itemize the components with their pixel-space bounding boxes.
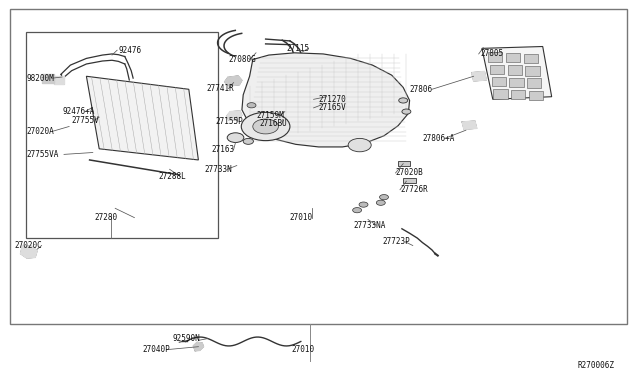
Bar (506, 53, 520, 62)
Circle shape (348, 138, 371, 152)
Circle shape (227, 133, 244, 142)
Text: 27806: 27806 (410, 85, 433, 94)
Polygon shape (227, 111, 242, 121)
Text: 98200M: 98200M (27, 74, 54, 83)
Polygon shape (54, 76, 64, 84)
Text: 27755V: 27755V (72, 116, 99, 125)
Text: 27010: 27010 (291, 345, 314, 354)
Text: 27020B: 27020B (396, 169, 423, 177)
Text: 27733N: 27733N (205, 165, 232, 174)
Text: 27741R: 27741R (206, 84, 234, 93)
Text: R270006Z: R270006Z (577, 361, 614, 370)
Circle shape (241, 112, 290, 141)
Text: 27020C: 27020C (14, 241, 42, 250)
Bar (490, 65, 504, 74)
Bar (398, 161, 410, 166)
Circle shape (376, 200, 385, 205)
Bar (509, 78, 524, 87)
Text: 27115: 27115 (287, 44, 310, 53)
Text: 27040P: 27040P (142, 345, 170, 354)
Polygon shape (42, 74, 54, 83)
Circle shape (353, 208, 362, 213)
Bar (529, 91, 543, 100)
Text: 92590N: 92590N (173, 334, 200, 343)
Text: 27165V: 27165V (318, 103, 346, 112)
Circle shape (380, 195, 388, 200)
Circle shape (359, 202, 368, 207)
Polygon shape (242, 53, 410, 147)
Bar (10, 9, 627, 324)
Circle shape (399, 98, 408, 103)
Text: 92476: 92476 (118, 46, 141, 55)
Polygon shape (462, 121, 477, 129)
Bar (488, 52, 502, 62)
Bar (508, 65, 522, 75)
Text: 27805: 27805 (480, 49, 503, 58)
Bar (403, 178, 416, 183)
Bar (525, 66, 540, 76)
Text: 27155P: 27155P (216, 117, 243, 126)
Polygon shape (472, 71, 486, 81)
Polygon shape (225, 76, 242, 86)
Text: 27010: 27010 (289, 213, 312, 222)
Text: 27726R: 27726R (400, 185, 428, 194)
Text: 27163: 27163 (211, 145, 234, 154)
Text: 27806+A: 27806+A (422, 134, 455, 143)
Polygon shape (193, 342, 204, 351)
Text: 27280: 27280 (95, 213, 118, 222)
Text: 27733NA: 27733NA (354, 221, 387, 230)
Text: 27080G: 27080G (228, 55, 256, 64)
Text: 27159M: 27159M (256, 111, 284, 120)
Text: 27020A: 27020A (27, 127, 54, 136)
Text: 27755VA: 27755VA (27, 150, 60, 159)
Circle shape (253, 119, 278, 134)
Text: 271270: 271270 (318, 95, 346, 104)
Text: 27288L: 27288L (158, 172, 186, 181)
Circle shape (243, 138, 253, 144)
Polygon shape (482, 46, 552, 99)
Text: 2716BU: 2716BU (259, 119, 287, 128)
Bar (524, 54, 538, 63)
Circle shape (402, 109, 411, 114)
Circle shape (247, 103, 256, 108)
Bar (527, 78, 541, 88)
Polygon shape (86, 76, 198, 160)
Text: 27723P: 27723P (383, 237, 410, 246)
Bar (511, 90, 525, 99)
Bar (492, 77, 506, 86)
Bar (493, 89, 508, 99)
Bar (26, 32, 218, 238)
Text: 92476+A: 92476+A (62, 107, 95, 116)
Polygon shape (20, 246, 37, 258)
